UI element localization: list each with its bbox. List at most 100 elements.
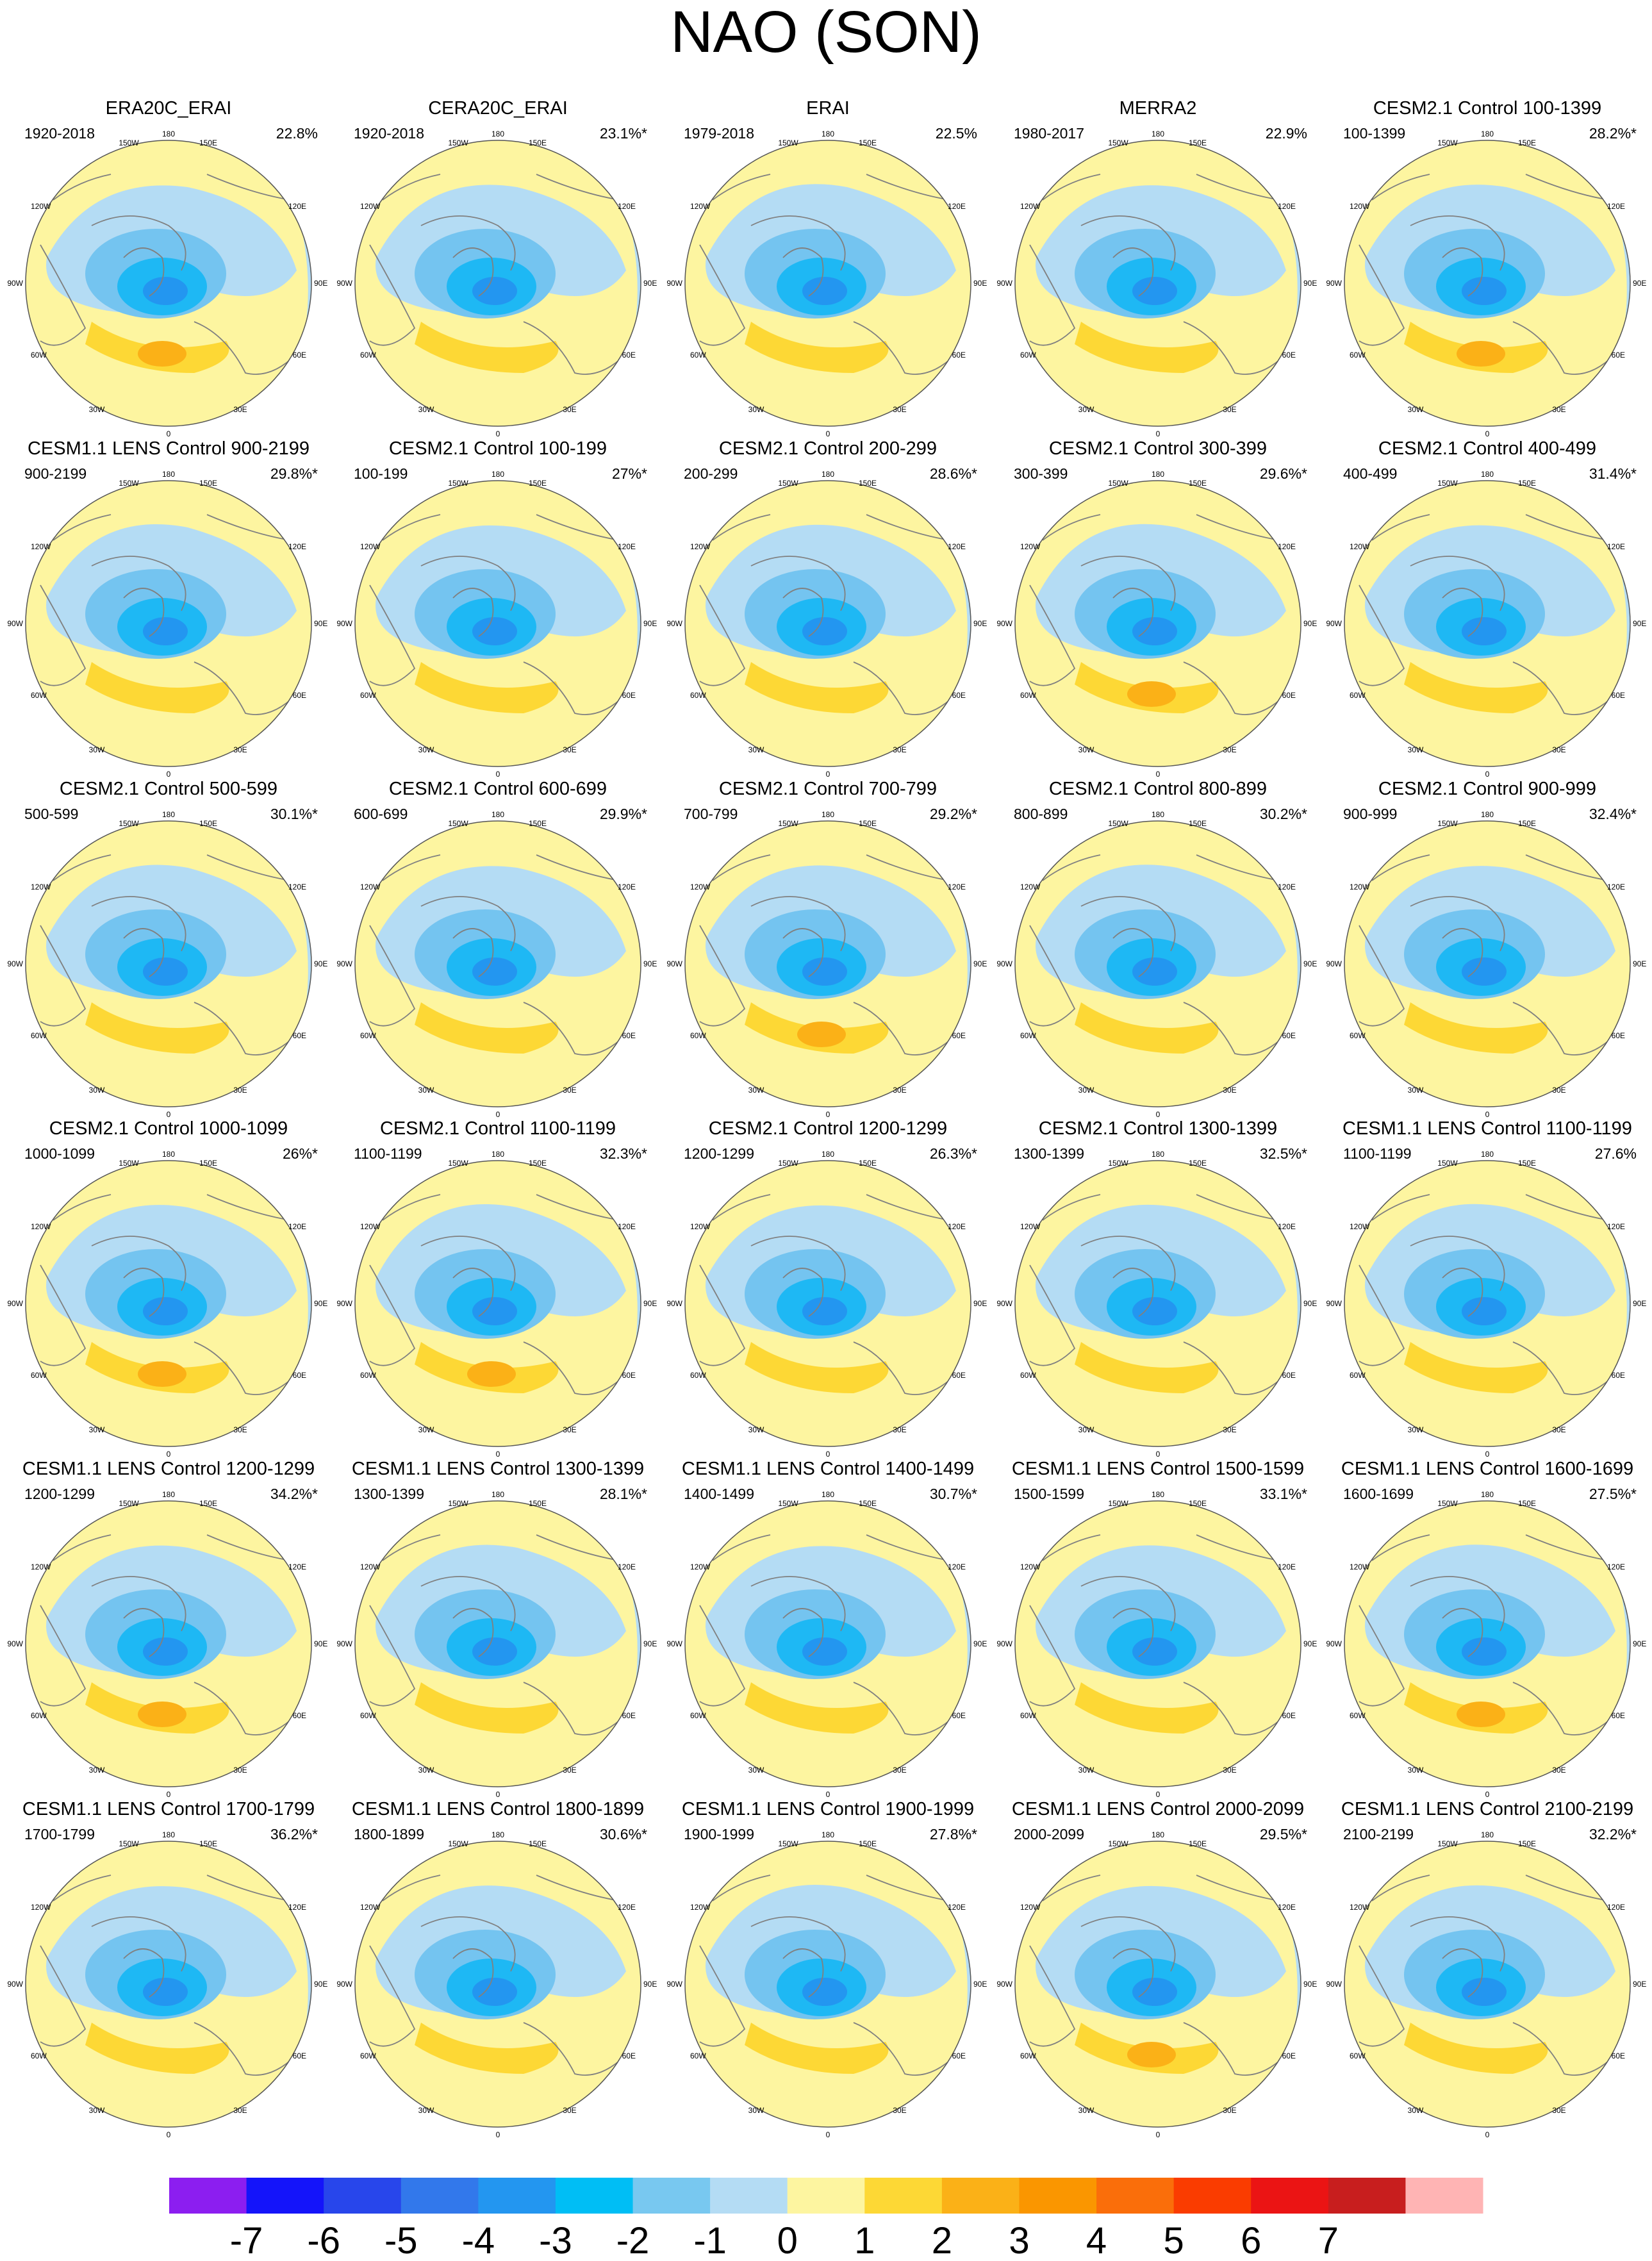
longitude-label: 90E xyxy=(973,619,987,628)
map-panel: CESM1.1 LENS Control 1100-1199 1100-1199 2… xyxy=(1323,1118,1652,1457)
longitude-label: 30W xyxy=(1078,1086,1094,1095)
longitude-label: 120W xyxy=(360,1222,381,1231)
longitude-label: 120W xyxy=(360,1903,381,1912)
longitude-label: 120W xyxy=(1020,1222,1041,1231)
longitude-label: 30W xyxy=(1408,2106,1424,2115)
panel-variance-percent: 34.2%* xyxy=(270,1486,318,1502)
polar-map: 180 150W 150E 120W 120E 90W 90E 60W 60E 30W 30E 0 xyxy=(1326,129,1646,437)
longitude-label: 60E xyxy=(1282,351,1296,360)
longitude-label: 90W xyxy=(996,279,1012,288)
longitude-label: 60E xyxy=(952,2051,966,2060)
panel-period: 1300-1399 xyxy=(1014,1145,1084,1162)
longitude-label: 90W xyxy=(7,1299,23,1308)
longitude-label: 60W xyxy=(360,1031,376,1040)
longitude-label: 120E xyxy=(288,1903,306,1912)
polar-map: 180 150W 150E 120W 120E 90W 90E 60W 60E 30W 30E 0 xyxy=(336,470,657,777)
longitude-label: 0 xyxy=(1485,1790,1490,1798)
longitude-label: 120E xyxy=(618,1562,636,1571)
longitude-label: 90E xyxy=(643,279,657,288)
longitude-label: 90E xyxy=(1633,279,1646,288)
longitude-label: 150E xyxy=(529,138,547,147)
longitude-label: 90W xyxy=(1326,279,1342,288)
longitude-label: 90W xyxy=(1326,959,1342,968)
longitude-label: 120E xyxy=(1278,1903,1296,1912)
longitude-label: 180 xyxy=(1152,1150,1164,1159)
longitude-label: 90W xyxy=(1326,1980,1342,1989)
panel-period: 1980-2017 xyxy=(1014,125,1084,142)
longitude-label: 120W xyxy=(1020,1562,1041,1571)
colorbar-swatch xyxy=(1096,2178,1175,2214)
panel-period: 600-699 xyxy=(354,806,408,822)
longitude-label: 120E xyxy=(288,1222,306,1231)
panel-period: 1100-1199 xyxy=(1343,1145,1412,1162)
longitude-label: 30E xyxy=(1223,405,1236,414)
longitude-label: 90E xyxy=(973,1980,987,1989)
longitude-label: 30E xyxy=(1552,1425,1565,1434)
polar-map: 180 150W 150E 120W 120E 90W 90E 60W 60E 30W 30E 0 xyxy=(666,1830,987,2138)
map-panel: CESM2.1 Control 900-999 900-999 32.4%* 180 1… xyxy=(1323,778,1652,1118)
longitude-label: 90W xyxy=(1326,1639,1342,1648)
longitude-label: 0 xyxy=(826,429,830,437)
colorbar-swatch xyxy=(555,2178,634,2214)
panel-variance-percent: 32.2%* xyxy=(1589,1826,1637,1843)
longitude-label: 60E xyxy=(622,1371,636,1380)
panel-title: CESM2.1 Control 800-899 xyxy=(1048,779,1268,799)
longitude-label: 0 xyxy=(496,2130,500,2138)
longitude-label: 60W xyxy=(1350,691,1366,700)
longitude-label: 150E xyxy=(1518,1839,1536,1848)
longitude-label: 150W xyxy=(448,1159,468,1168)
longitude-label: 150W xyxy=(1108,479,1128,488)
colorbar-swatch xyxy=(246,2178,324,2214)
longitude-label: 60W xyxy=(1350,1031,1366,1040)
polar-map: 180 150W 150E 120W 120E 90W 90E 60W 60E 30W 30E 0 xyxy=(666,1150,987,1457)
longitude-label: 120W xyxy=(31,202,51,211)
panel-period: 100-1399 xyxy=(1343,125,1406,142)
panel-variance-percent: 30.1%* xyxy=(270,806,318,822)
longitude-label: 60E xyxy=(1612,2051,1625,2060)
longitude-label: 90E xyxy=(1303,279,1317,288)
longitude-label: 90W xyxy=(996,619,1012,628)
map-panel: CESM2.1 Control 1200-1299 1200-1299 26.3%*… xyxy=(663,1118,993,1457)
longitude-label: 90W xyxy=(996,959,1012,968)
longitude-label: 180 xyxy=(162,810,175,819)
longitude-label: 150E xyxy=(1189,479,1207,488)
longitude-label: 150W xyxy=(1437,1499,1458,1508)
colorbar-tick-label: 1 xyxy=(854,2220,875,2261)
panel-title: CESM2.1 Control 1100-1199 xyxy=(379,1118,616,1139)
longitude-label: 60W xyxy=(1020,1031,1036,1040)
longitude-label: 60E xyxy=(293,1371,306,1380)
panel-period: 1100-1199 xyxy=(354,1145,422,1162)
longitude-label: 60W xyxy=(1350,1711,1366,1720)
longitude-label: 150W xyxy=(119,479,139,488)
panel-variance-percent: 26.3%* xyxy=(929,1145,977,1162)
longitude-label: 120E xyxy=(948,1562,966,1571)
map-panel: CESM1.1 LENS Control 2000-2099 2000-2099 2… xyxy=(993,1798,1323,2138)
longitude-label: 150E xyxy=(1518,819,1536,828)
panel-title: CESM2.1 Control 700-799 xyxy=(718,779,938,799)
longitude-label: 30W xyxy=(1408,1086,1424,1095)
longitude-label: 30W xyxy=(1078,745,1094,754)
longitude-label: 90W xyxy=(996,1299,1012,1308)
longitude-label: 120E xyxy=(1278,202,1296,211)
longitude-label: 0 xyxy=(167,2130,171,2138)
longitude-label: 30W xyxy=(418,1425,434,1434)
longitude-label: 120E xyxy=(288,1562,306,1571)
longitude-label: 30E xyxy=(893,1766,906,1775)
longitude-label: 120W xyxy=(690,1222,711,1231)
panel-variance-percent: 29.6%* xyxy=(1259,465,1307,482)
panel-period: 300-399 xyxy=(1014,465,1068,482)
map-panel: CESM2.1 Control 1000-1099 1000-1099 26%* 18… xyxy=(4,1118,333,1457)
longitude-label: 120W xyxy=(31,1903,51,1912)
panel-variance-percent: 22.9% xyxy=(1265,125,1307,142)
longitude-label: 180 xyxy=(162,129,175,138)
panel-variance-percent: 29.5%* xyxy=(1259,1826,1307,1843)
longitude-label: 60W xyxy=(1020,1711,1036,1720)
longitude-label: 150E xyxy=(1189,1839,1207,1848)
colorbar-swatch xyxy=(1019,2178,1097,2214)
map-panel: CESM2.1 Control 100-1399 100-1399 28.2%* 18… xyxy=(1323,97,1652,437)
panel-title: CESM2.1 Control 300-399 xyxy=(1048,438,1268,459)
longitude-label: 60W xyxy=(360,1371,376,1380)
panel-period: 2000-2099 xyxy=(1014,1826,1084,1843)
longitude-label: 90E xyxy=(1633,1980,1646,1989)
longitude-label: 90E xyxy=(1633,1299,1646,1308)
